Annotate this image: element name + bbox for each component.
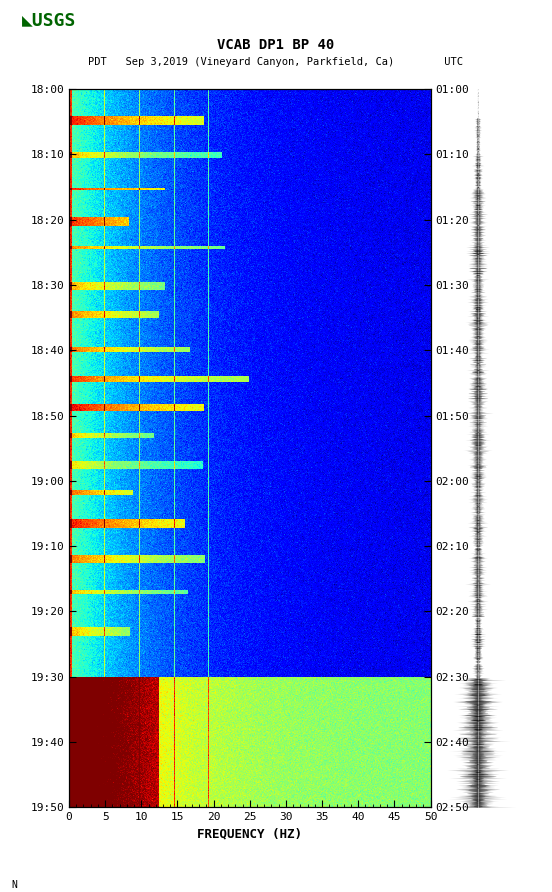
X-axis label: FREQUENCY (HZ): FREQUENCY (HZ) <box>197 828 302 840</box>
Text: VCAB DP1 BP 40: VCAB DP1 BP 40 <box>217 37 335 52</box>
Text: ◣USGS: ◣USGS <box>22 12 77 29</box>
Text: PDT   Sep 3,2019 (Vineyard Canyon, Parkfield, Ca)        UTC: PDT Sep 3,2019 (Vineyard Canyon, Parkfie… <box>88 57 464 68</box>
Text: N: N <box>11 880 17 890</box>
